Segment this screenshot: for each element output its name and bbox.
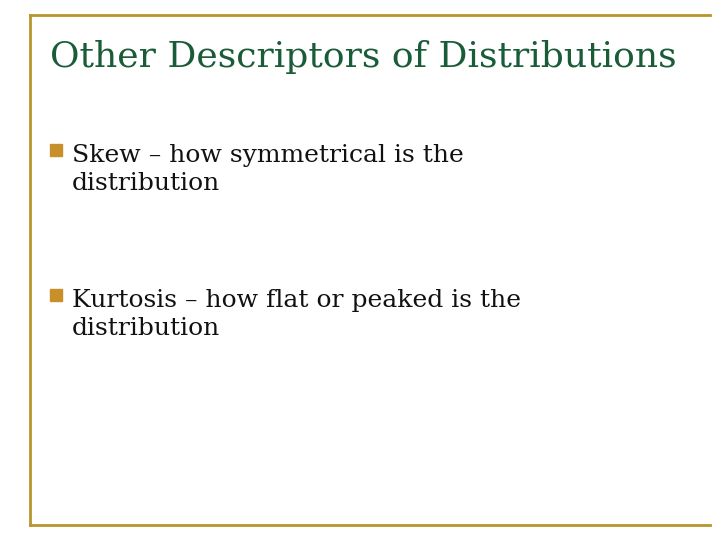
Text: distribution: distribution bbox=[72, 172, 220, 195]
Text: distribution: distribution bbox=[72, 317, 220, 340]
Text: Skew – how symmetrical is the: Skew – how symmetrical is the bbox=[72, 144, 464, 167]
Bar bbox=[50, 289, 62, 301]
Bar bbox=[50, 144, 62, 156]
Text: Kurtosis – how flat or peaked is the: Kurtosis – how flat or peaked is the bbox=[72, 289, 521, 312]
Text: Other Descriptors of Distributions: Other Descriptors of Distributions bbox=[50, 40, 677, 74]
